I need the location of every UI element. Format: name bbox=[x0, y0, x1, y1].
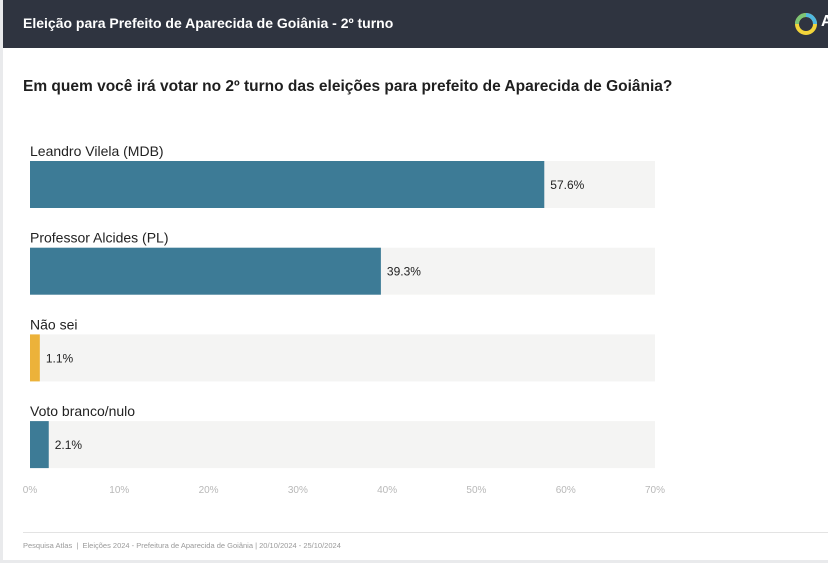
data-label: 57.6% bbox=[550, 178, 584, 192]
category-label: Professor Alcides (PL) bbox=[30, 230, 169, 246]
header-title: Eleição para Prefeito de Aparecida de Go… bbox=[23, 15, 394, 31]
bar-chart: Leandro Vilela (MDB) 57.6% Professor Alcid… bbox=[23, 143, 665, 496]
data-label: 2.1% bbox=[55, 438, 83, 452]
bar bbox=[30, 161, 545, 208]
x-tick-label: 60% bbox=[556, 485, 576, 496]
data-label: 1.1% bbox=[46, 351, 74, 365]
poll-card: Eleição para Prefeito de Aparecida de Go… bbox=[3, 0, 828, 560]
x-tick-label: 50% bbox=[466, 485, 486, 496]
x-tick-label: 20% bbox=[199, 485, 219, 496]
bar bbox=[30, 334, 40, 382]
x-tick-label: 10% bbox=[109, 485, 129, 496]
category-label: Não sei bbox=[30, 316, 77, 332]
logo-text: A bbox=[821, 13, 828, 30]
category-label: Leandro Vilela (MDB) bbox=[30, 143, 164, 159]
bar bbox=[30, 421, 49, 469]
x-tick-label: 30% bbox=[288, 485, 308, 496]
x-tick-label: 0% bbox=[23, 485, 38, 496]
header: Eleição para Prefeito de Aparecida de Go… bbox=[3, 0, 828, 48]
x-tick-label: 40% bbox=[377, 485, 397, 496]
bar-track bbox=[30, 421, 655, 469]
bar bbox=[30, 247, 381, 295]
data-label: 39.3% bbox=[387, 265, 421, 279]
bar-track bbox=[30, 334, 655, 382]
atlas-logo-icon bbox=[795, 13, 817, 35]
footer-divider bbox=[23, 532, 828, 533]
chart-question: Em quem você irá votar no 2º turno das e… bbox=[23, 78, 673, 95]
category-label: Voto branco/nulo bbox=[30, 403, 135, 419]
footer-text: Pesquisa Atlas | Eleições 2024 - Prefeit… bbox=[23, 541, 341, 550]
x-tick-label: 70% bbox=[645, 485, 665, 496]
